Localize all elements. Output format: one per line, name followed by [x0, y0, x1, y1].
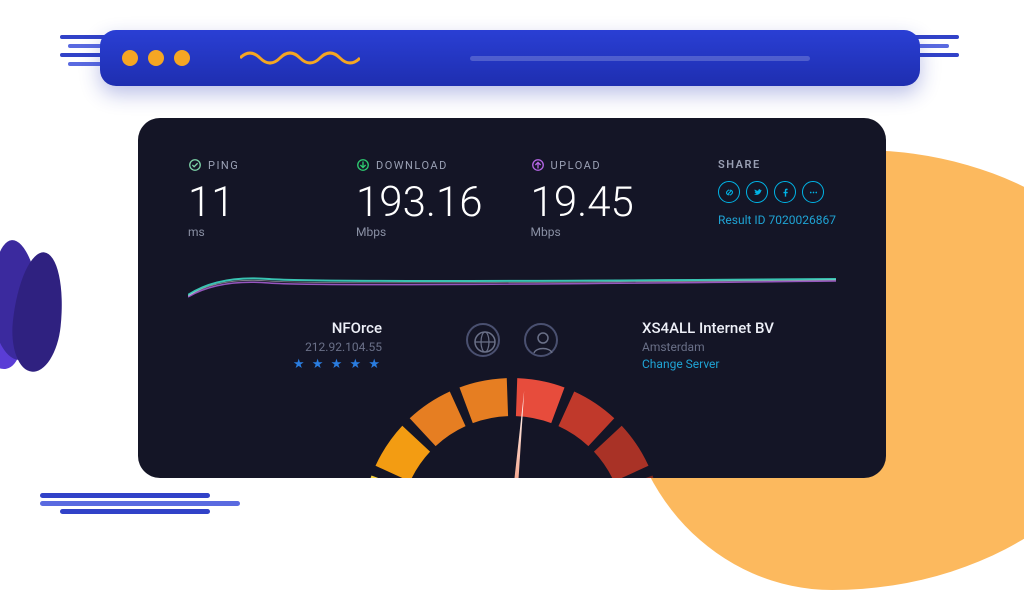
result-id-label: Result ID — [718, 213, 766, 227]
share-title: SHARE — [718, 158, 836, 171]
window-dot — [122, 50, 138, 66]
window-dot — [174, 50, 190, 66]
share-link-icon[interactable] — [718, 181, 740, 203]
ping-icon — [188, 158, 202, 172]
share-twitter-icon[interactable] — [746, 181, 768, 203]
download-icon — [356, 158, 370, 172]
result-id-value[interactable]: 7020026867 — [769, 213, 836, 227]
browser-stripes-right — [914, 30, 964, 86]
ping-value: 11 — [188, 178, 308, 227]
speedtest-card: PING 11 ms DOWNLOAD 193.16 Mbps UPLOAD 1… — [138, 118, 886, 478]
client-name: NFOrce — [198, 319, 382, 337]
upload-metric: UPLOAD 19.45 Mbps — [531, 158, 651, 239]
result-id-line: Result ID 7020026867 — [718, 213, 836, 227]
metrics-row: PING 11 ms DOWNLOAD 193.16 Mbps UPLOAD 1… — [188, 158, 836, 239]
background-brush-blue — [40, 490, 240, 530]
ping-unit: ms — [188, 225, 308, 239]
upload-label: UPLOAD — [551, 159, 602, 172]
share-facebook-icon[interactable] — [774, 181, 796, 203]
download-value: 193.16 — [356, 178, 483, 227]
speed-curve — [188, 269, 836, 299]
share-more-icon[interactable] — [802, 181, 824, 203]
url-placeholder — [470, 56, 810, 61]
window-dot — [148, 50, 164, 66]
upload-icon — [531, 158, 545, 172]
share-block: SHARE Result ID 7020026867 — [718, 158, 836, 239]
server-name: XS4ALL Internet BV — [642, 319, 826, 337]
ping-label: PING — [208, 159, 239, 172]
download-unit: Mbps — [356, 225, 483, 239]
background-blob-purple — [0, 240, 60, 390]
wavy-line-icon — [240, 48, 360, 68]
ping-metric: PING 11 ms — [188, 158, 308, 239]
download-metric: DOWNLOAD 193.16 Mbps — [356, 158, 483, 239]
speed-gauge — [342, 348, 682, 478]
upload-value: 19.45 — [531, 178, 651, 227]
upload-unit: Mbps — [531, 225, 651, 239]
browser-bar — [100, 30, 920, 86]
download-label: DOWNLOAD — [376, 159, 448, 172]
